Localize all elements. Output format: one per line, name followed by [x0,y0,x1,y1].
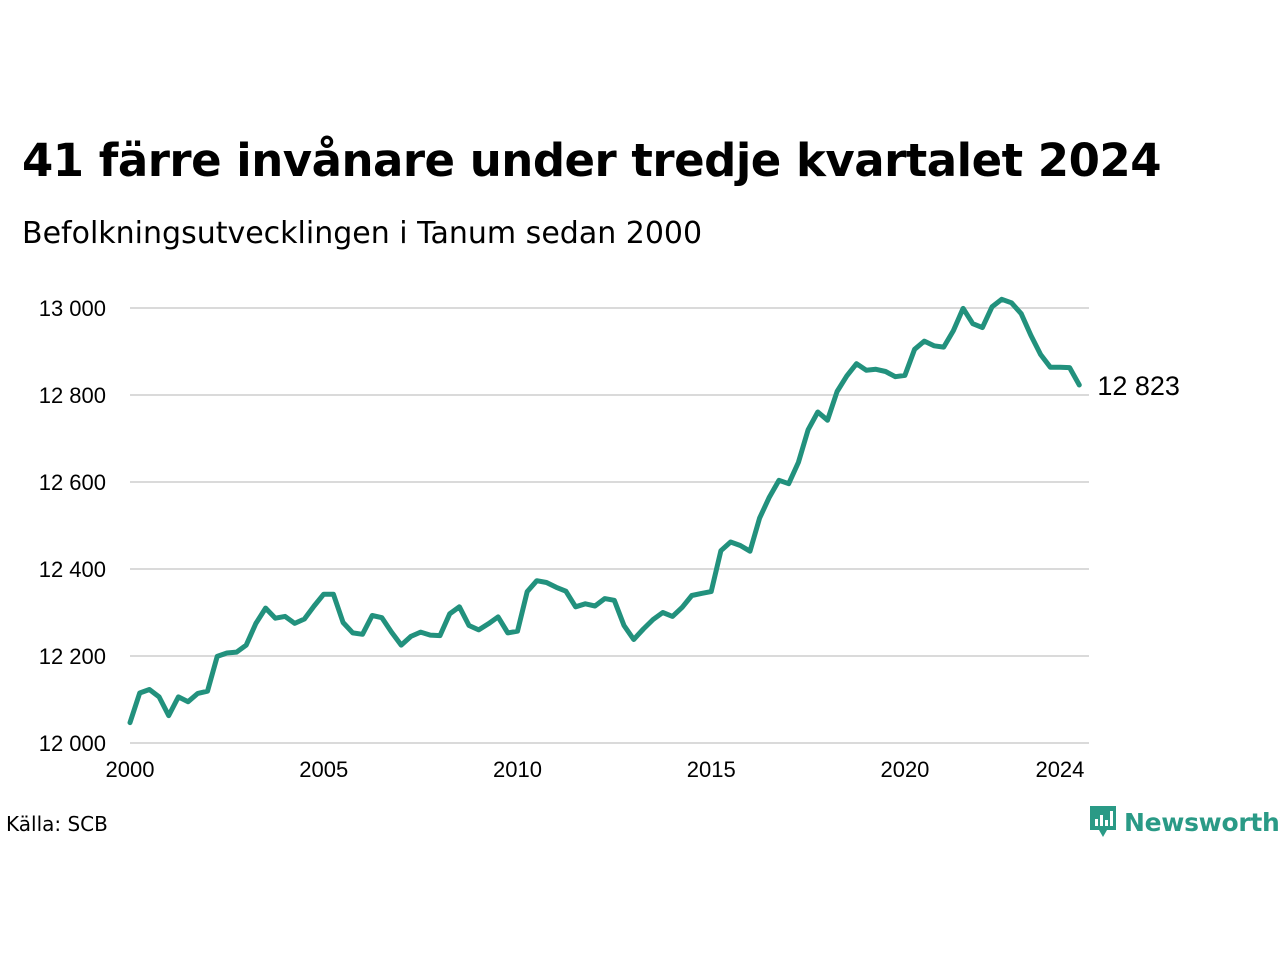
source-note: Källa: SCB [6,812,108,836]
x-tick-label: 2015 [687,757,736,782]
series [127,296,1082,726]
brand-name: Newsworthy [1124,807,1280,837]
y-tick-label: 13 000 [39,296,106,321]
data-labels: 12 823 [1097,371,1180,401]
x-tick-label: 2024 [1035,757,1084,782]
x-tick-label: 2000 [106,757,155,782]
newsworthy-logo-icon [1090,806,1116,837]
y-tick-label: 12 000 [39,731,106,756]
chart-subtitle: Befolkningsutvecklingen i Tanum sedan 20… [22,216,703,251]
y-tick-label: 12 200 [39,644,106,669]
x-tick-label: 2010 [493,757,542,782]
population-line [127,296,1082,726]
grid-lines [130,307,1089,744]
x-axis: 2000 2005 2010 2015 2020 2024 [106,757,1085,782]
y-tick-label: 12 800 [39,383,106,408]
x-tick-label: 2020 [880,757,929,782]
chart-title: 41 färre invånare under tredje kvartalet… [22,134,1162,187]
y-tick-label: 12 600 [39,470,106,495]
brand-logo: Newsworthy [1088,804,1280,840]
x-tick-label: 2005 [299,757,348,782]
y-axis: 12 000 12 200 12 400 12 600 12 800 13 000 [39,296,106,756]
y-tick-label: 12 400 [39,557,106,582]
end-value-label: 12 823 [1097,371,1180,401]
